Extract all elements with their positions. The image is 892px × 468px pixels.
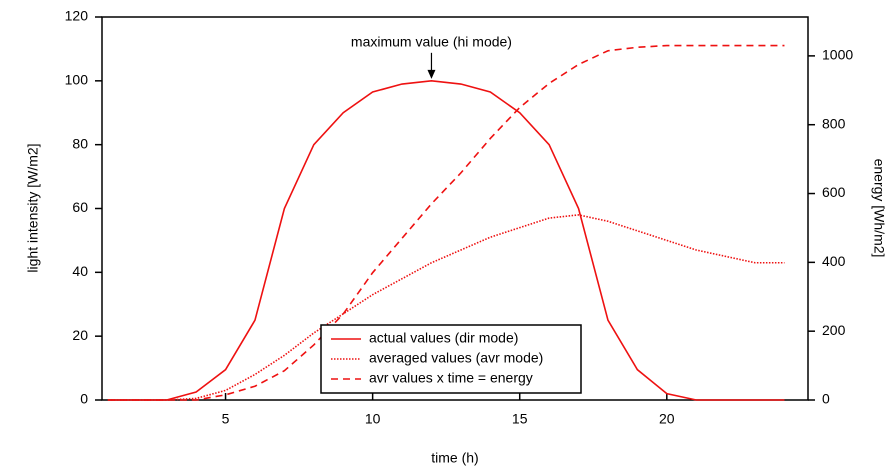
y-tick-label: 120 xyxy=(65,8,89,24)
y2-tick-label: 200 xyxy=(822,322,846,338)
x-tick-label: 10 xyxy=(365,411,381,427)
x-tick-label: 20 xyxy=(659,411,675,427)
y-tick-label: 80 xyxy=(72,135,88,151)
y2-tick-label: 400 xyxy=(822,253,846,269)
x-axis-label: time (h) xyxy=(431,450,478,466)
y-tick-label: 100 xyxy=(65,72,89,88)
y2-tick-label: 800 xyxy=(822,115,846,131)
annotation-arrowhead xyxy=(427,69,436,79)
legend-label: avr values x time = energy xyxy=(369,370,533,386)
y-tick-label: 20 xyxy=(72,327,88,343)
legend-box xyxy=(320,324,582,394)
x-tick-label: 15 xyxy=(512,411,528,427)
data-line xyxy=(107,80,785,401)
y2-tick-label: 600 xyxy=(822,184,846,200)
y-tick-label: 40 xyxy=(72,263,88,279)
x-tick-label: 5 xyxy=(222,411,230,427)
y-tick-label: 60 xyxy=(72,199,88,215)
y2-tick-label: 1000 xyxy=(822,47,853,63)
legend-label: averaged values (avr mode) xyxy=(369,350,543,366)
y2-tick-label: 0 xyxy=(822,391,830,407)
y-axis-label: light intensity [W/m2] xyxy=(25,143,41,272)
y2-axis-label: energy [Wh/m2] xyxy=(871,159,887,258)
annotation: maximum value (hi mode) xyxy=(351,34,512,50)
data-line xyxy=(107,44,785,401)
y-tick-label: 0 xyxy=(80,391,88,407)
legend-label: actual values (dir mode) xyxy=(369,330,518,346)
